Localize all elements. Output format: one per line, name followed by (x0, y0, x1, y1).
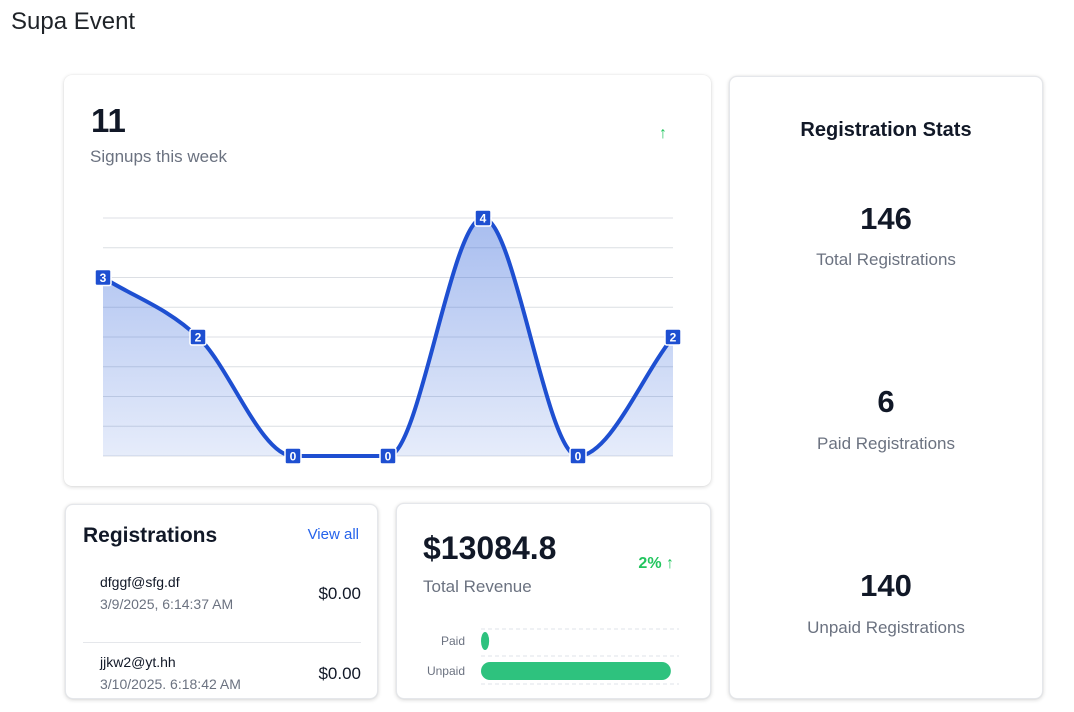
signups-value: 11 (91, 102, 126, 139)
unpaid-registrations-value: 140 (860, 568, 912, 603)
category-label: Unpaid (427, 664, 465, 678)
app-title: Supa Event (11, 8, 136, 35)
registrations-list[interactable]: dfggf@sfg.df 3/9/2025, 6:14:37 AM $0.00 … (83, 563, 361, 689)
revenue-value: $13084.8 (423, 530, 557, 566)
stats-title: Registration Stats (800, 119, 972, 141)
category-label: Paid (441, 634, 465, 648)
registration-amount: $0.00 (318, 664, 361, 683)
view-all-link[interactable]: View all (307, 526, 359, 543)
paid-registrations-value: 6 (877, 384, 895, 419)
total-registrations-value: 146 (860, 201, 912, 236)
registration-email: jjkw2@yt.hh (100, 654, 176, 670)
revenue-trend: 2% ↑ (638, 555, 674, 572)
unpaid-registrations-label: Unpaid Registrations (807, 618, 965, 637)
svg-text:0: 0 (575, 450, 582, 464)
data-label: 2 (664, 328, 682, 346)
revenue-card: $13084.8 Total Revenue 2% ↑ Paid Unpaid (396, 503, 711, 699)
revenue-label: Total Revenue (423, 577, 532, 596)
svg-text:0: 0 (385, 450, 392, 464)
registration-stats-card: Registration Stats 146 Total Registratio… (729, 76, 1043, 699)
signups-card: 11 Signups this week ↑ 3 2 0 0 4 0 2 (64, 75, 711, 486)
total-registrations-label: Total Registrations (816, 250, 956, 269)
svg-text:4: 4 (480, 212, 487, 226)
data-label: 0 (379, 447, 397, 465)
data-label: 3 (94, 268, 112, 287)
list-item[interactable]: dfggf@sfg.df 3/9/2025, 6:14:37 AM $0.00 (83, 563, 361, 643)
registration-email: dfggf@sfg.df (100, 574, 180, 590)
data-label: 4 (474, 209, 492, 227)
registration-amount: $0.00 (318, 584, 361, 603)
data-label: 0 (284, 447, 302, 465)
data-label: 0 (569, 447, 587, 465)
series-area (103, 218, 673, 456)
bar-paid (481, 632, 490, 650)
list-item[interactable]: jjkw2@yt.hh 3/10/2025, 6:18:42 AM $0.00 (83, 643, 361, 689)
signups-chart: 3 2 0 0 4 0 2 (94, 209, 682, 465)
svg-text:3: 3 (100, 271, 107, 285)
revenue-chart: Paid Unpaid (427, 628, 679, 685)
svg-text:2: 2 (670, 331, 677, 345)
registrations-card: Registrations View all dfggf@sfg.df 3/9/… (65, 504, 378, 699)
signups-label: Signups this week (90, 147, 228, 166)
data-label: 2 (189, 328, 207, 346)
svg-text:0: 0 (290, 450, 297, 464)
bar-unpaid (481, 662, 671, 680)
arrow-up-icon: ↑ (659, 125, 667, 142)
registration-date: 3/10/2025, 6:18:42 AM (100, 676, 241, 689)
registration-date: 3/9/2025, 6:14:37 AM (100, 596, 234, 612)
paid-registrations-label: Paid Registrations (817, 434, 955, 453)
svg-text:2: 2 (195, 331, 202, 345)
registrations-title: Registrations (83, 524, 218, 547)
